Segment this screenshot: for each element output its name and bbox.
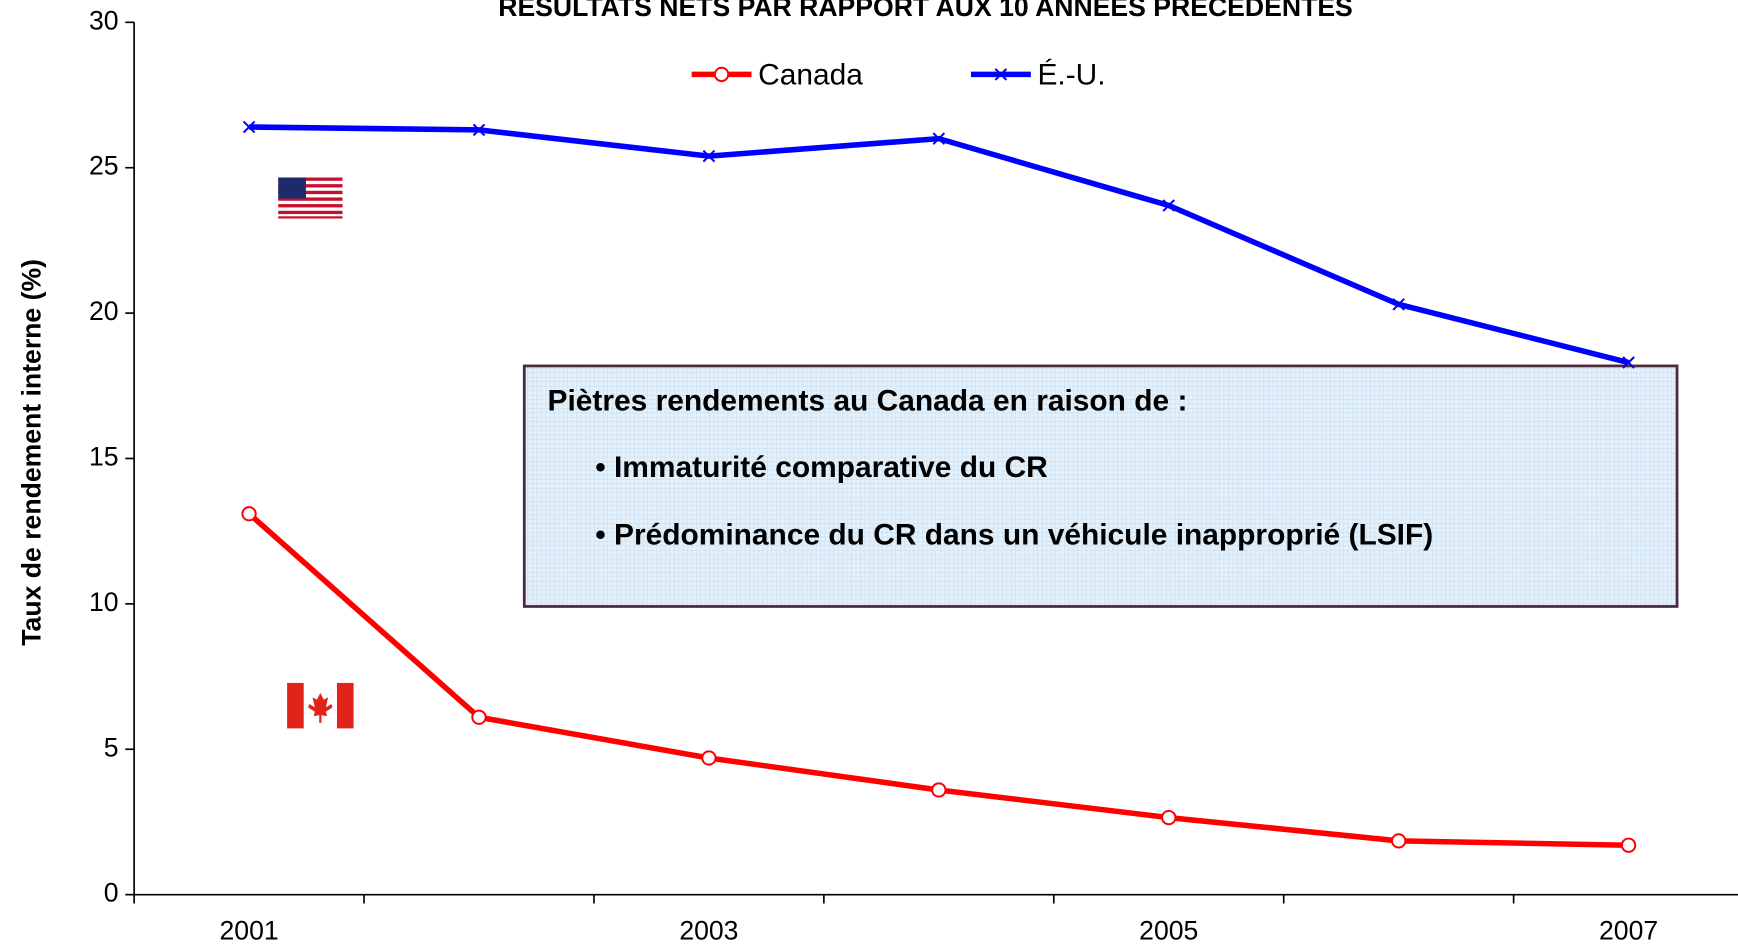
y-tick-label: 30	[89, 5, 119, 35]
point	[1392, 298, 1405, 311]
point	[1161, 809, 1177, 826]
point	[1162, 199, 1175, 212]
y-tick-label: 0	[104, 878, 119, 908]
y-tick-label: 5	[104, 732, 119, 762]
point	[1620, 837, 1637, 853]
annotation-heading: Piètres rendements au Canada en raison d…	[548, 384, 1188, 417]
y-tick-label: 25	[89, 151, 119, 181]
legend-marker	[713, 66, 730, 83]
y-tick-label: 20	[89, 296, 119, 326]
y-tick-label: 15	[89, 442, 119, 472]
x-tick-label: 2003	[679, 915, 738, 945]
us-flag	[278, 177, 343, 219]
canada-flag	[287, 682, 354, 729]
y-axis-label: Taux de rendement interne (%)	[16, 259, 46, 646]
x-tick-label: 2007	[1599, 915, 1658, 945]
y-tick-label: 10	[89, 587, 119, 617]
legend-label: É.-U.	[1037, 59, 1105, 92]
point	[932, 132, 946, 145]
point	[242, 120, 256, 134]
x-tick-label: 2001	[219, 915, 278, 945]
point	[241, 506, 257, 522]
chart-title: RÉSULTATS NETS PAR RAPPORT AUX 10 ANNÉES…	[498, 0, 1353, 22]
legend-label: Canada	[758, 59, 863, 92]
point	[1622, 356, 1635, 369]
point	[702, 149, 716, 163]
point	[472, 123, 486, 137]
annotation-bullet: • Prédominance du CR dans un véhicule in…	[595, 519, 1433, 552]
series-line	[249, 124, 1630, 366]
point	[1391, 833, 1407, 849]
annotation-box	[522, 364, 1679, 608]
x-tick-label: 2005	[1139, 915, 1198, 945]
point	[931, 782, 947, 798]
point	[701, 750, 717, 766]
legend-marker	[994, 68, 1008, 81]
point	[471, 709, 487, 725]
annotation-bullet: • Immaturité comparative du CR	[595, 451, 1048, 484]
